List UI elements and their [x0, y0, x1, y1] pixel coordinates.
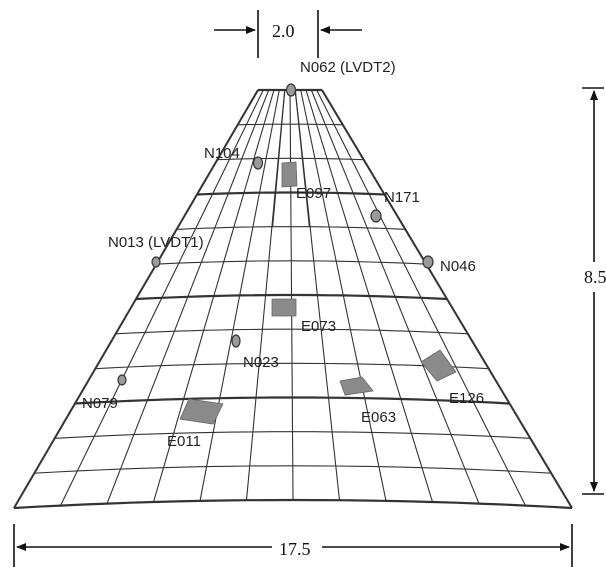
mesh-left-edge: [13, 89, 259, 509]
node-n171-marker: [370, 209, 382, 223]
node-markers: [117, 83, 434, 386]
mesh-radial-line: [310, 89, 480, 504]
node-n023-label: N023: [243, 354, 279, 371]
mesh-core-line-left: [272, 89, 286, 227]
node-n013-marker: [151, 256, 161, 268]
node-n023-marker: [231, 334, 241, 348]
mesh-radial-line: [60, 89, 264, 506]
element-e063-label: E063: [361, 409, 396, 426]
dimension-annotations: 2.0 8.5 17.5: [13, 10, 606, 567]
element-e063-patch: [339, 376, 374, 396]
node-n013-label: N013 (LVDT1): [108, 234, 204, 251]
node-n079-marker: [117, 374, 127, 386]
element-e126-label: E126: [449, 390, 484, 407]
finite-element-mesh: [13, 88, 573, 510]
mesh-radial-line: [152, 89, 275, 503]
node-n062-marker: [285, 83, 297, 97]
base-width-label: 17.5: [279, 539, 311, 559]
height-label: 8.5: [584, 267, 606, 287]
node-n171-label: N171: [384, 189, 420, 206]
mesh-radial-line: [305, 89, 434, 503]
mesh-radial-line: [199, 89, 280, 502]
mesh-core-line-right: [294, 89, 310, 227]
mesh-radial-line: [106, 89, 270, 504]
element-e126-patch: [420, 349, 457, 382]
node-n104-marker: [252, 156, 264, 170]
node-n046-marker: [422, 255, 434, 269]
element-e073-label: E073: [301, 318, 336, 335]
mesh-radial-line: [316, 89, 526, 506]
element-e011-patch: [179, 398, 224, 425]
node-n079-label: N079: [82, 395, 118, 412]
element-e011-label: E011: [167, 433, 201, 450]
node-n046-label: N046: [440, 258, 476, 275]
element-e097-label: E097: [296, 185, 331, 202]
mesh-row-line: [13, 498, 573, 510]
mesh-right-edge: [321, 89, 573, 509]
node-n104-label: N104: [204, 145, 240, 162]
highlighted-elements: [179, 161, 457, 425]
mesh-radial-line: [300, 89, 387, 502]
mesh-radial-line: [289, 89, 294, 501]
element-e097-patch: [281, 161, 298, 188]
element-e073-patch: [271, 298, 297, 317]
top-width-label: 2.0: [272, 21, 295, 41]
node-n062-label: N062 (LVDT2): [300, 59, 396, 76]
